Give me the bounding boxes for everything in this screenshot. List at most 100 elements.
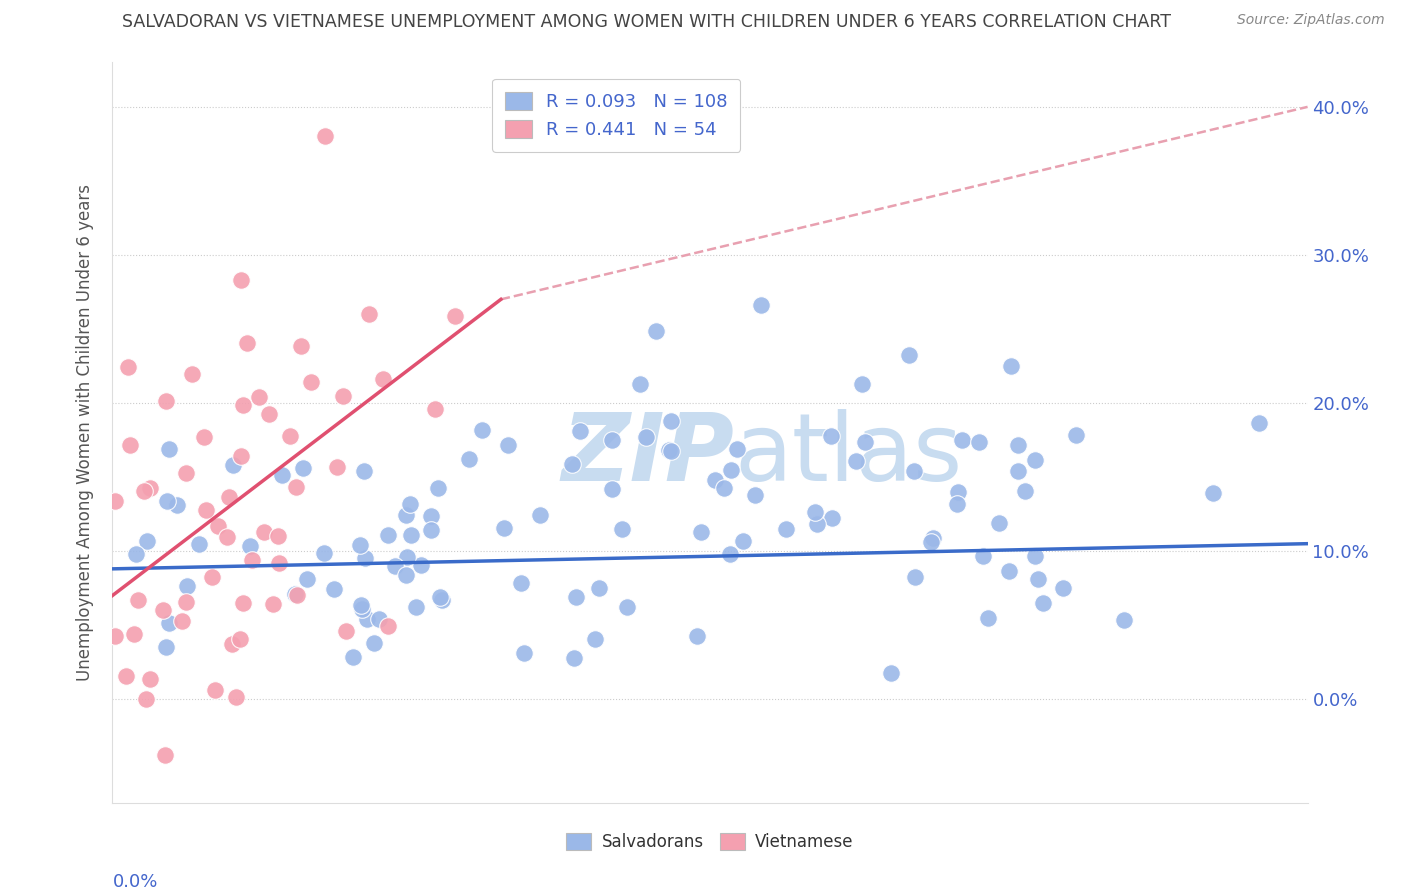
Point <box>1032 596 1054 610</box>
Point <box>253 524 276 539</box>
Point <box>432 592 454 607</box>
Point <box>395 549 418 564</box>
Point <box>562 651 585 665</box>
Point <box>845 454 868 468</box>
Point <box>804 505 827 519</box>
Point <box>353 464 375 478</box>
Point <box>411 558 433 573</box>
Point <box>323 582 346 597</box>
Point <box>229 449 252 463</box>
Point <box>659 414 682 428</box>
Point <box>153 747 176 762</box>
Point <box>299 376 322 390</box>
Point <box>114 669 136 683</box>
Point <box>207 519 229 533</box>
Point <box>977 611 1000 625</box>
Point <box>920 535 942 549</box>
Point <box>720 463 742 477</box>
Point <box>232 596 254 610</box>
Point <box>565 591 588 605</box>
Point <box>713 481 735 495</box>
Point <box>155 640 177 654</box>
Point <box>395 568 418 582</box>
Point <box>342 649 364 664</box>
Point <box>194 502 217 516</box>
Point <box>600 433 623 447</box>
Point <box>1064 428 1087 442</box>
Point <box>174 595 197 609</box>
Point <box>967 435 990 450</box>
Point <box>332 389 354 403</box>
Point <box>188 536 211 550</box>
Point <box>498 438 520 452</box>
Point <box>135 533 157 548</box>
Point <box>350 601 373 615</box>
Point <box>444 309 467 323</box>
Point <box>271 468 294 483</box>
Point <box>138 481 160 495</box>
Text: atlas: atlas <box>734 409 962 500</box>
Point <box>583 632 606 647</box>
Point <box>349 598 371 612</box>
Text: 0.0%: 0.0% <box>112 873 157 891</box>
Point <box>1052 582 1074 596</box>
Point <box>405 600 427 615</box>
Point <box>174 466 197 480</box>
Point <box>1007 464 1029 478</box>
Point <box>371 372 394 386</box>
Point <box>1026 572 1049 586</box>
Point <box>749 298 772 312</box>
Point <box>429 591 451 605</box>
Point <box>820 429 842 443</box>
Point <box>157 442 180 456</box>
Point <box>851 377 873 392</box>
Point <box>172 614 194 628</box>
Point <box>218 491 240 505</box>
Point <box>419 523 441 537</box>
Point <box>395 508 418 523</box>
Point <box>325 460 347 475</box>
Point <box>775 522 797 536</box>
Point <box>987 516 1010 531</box>
Point <box>359 307 381 321</box>
Point <box>335 624 357 638</box>
Point <box>222 458 245 472</box>
Point <box>561 457 583 471</box>
Point <box>127 593 149 607</box>
Point <box>267 556 290 570</box>
Point <box>628 377 651 392</box>
Point <box>948 484 970 499</box>
Point <box>972 549 994 563</box>
Point <box>689 524 711 539</box>
Point <box>295 572 318 586</box>
Point <box>384 558 406 573</box>
Point <box>193 430 215 444</box>
Point <box>704 474 727 488</box>
Point <box>529 508 551 523</box>
Point <box>155 393 177 408</box>
Y-axis label: Unemployment Among Women with Children Under 6 years: Unemployment Among Women with Children U… <box>76 184 94 681</box>
Point <box>399 527 422 541</box>
Point <box>235 335 257 350</box>
Point <box>135 692 157 706</box>
Text: Source: ZipAtlas.com: Source: ZipAtlas.com <box>1237 13 1385 28</box>
Point <box>125 547 148 561</box>
Point <box>471 424 494 438</box>
Point <box>903 464 925 478</box>
Point <box>349 538 371 552</box>
Point <box>898 348 921 362</box>
Point <box>610 522 633 536</box>
Point <box>155 493 177 508</box>
Point <box>492 521 515 535</box>
Point <box>278 429 301 443</box>
Point <box>104 629 127 643</box>
Point <box>120 438 142 452</box>
Point <box>377 619 399 633</box>
Point <box>152 602 174 616</box>
Point <box>731 534 754 549</box>
Legend: Salvadorans, Vietnamese: Salvadorans, Vietnamese <box>560 826 860 857</box>
Point <box>600 482 623 496</box>
Point <box>221 637 243 651</box>
Point <box>509 576 531 591</box>
Point <box>139 672 162 686</box>
